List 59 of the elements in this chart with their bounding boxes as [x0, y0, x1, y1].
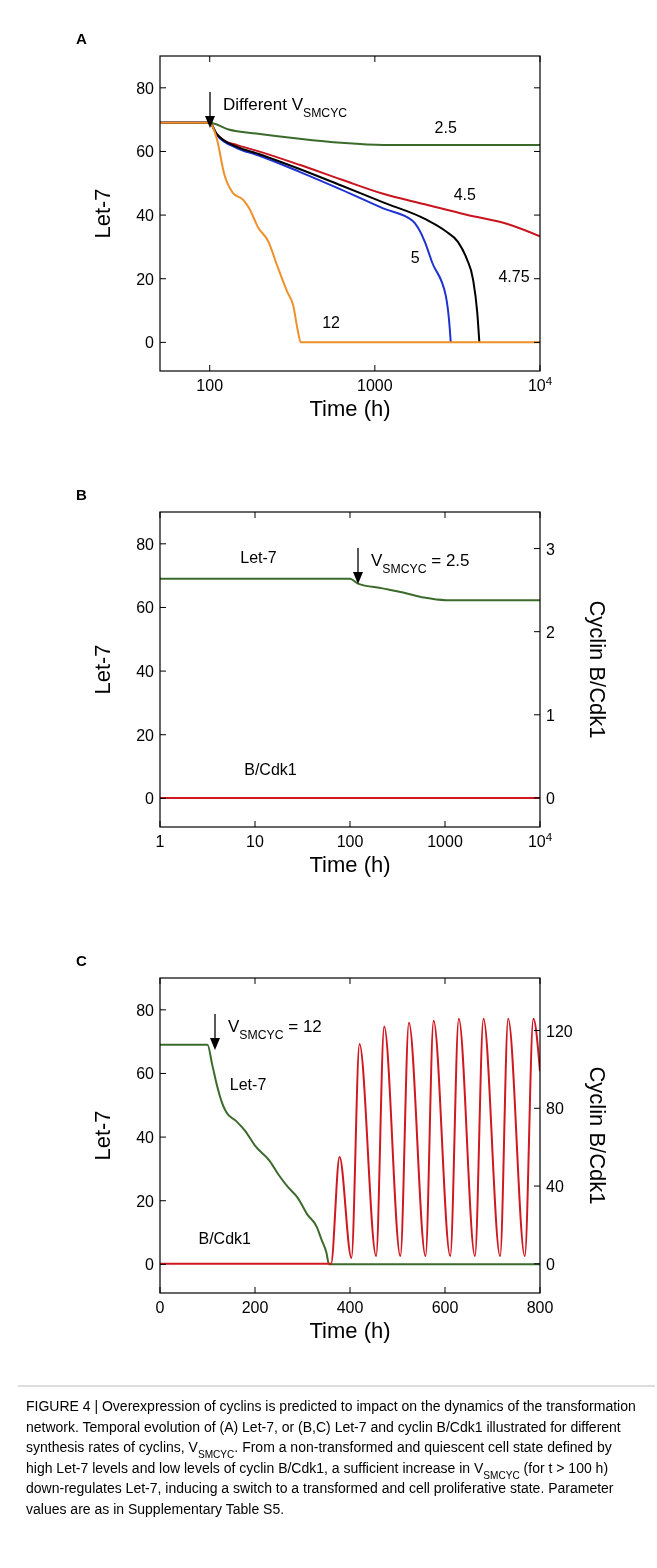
y2-axis-title: Cyclin B/Cdk1 — [585, 1066, 610, 1205]
series-label: Let-7 — [240, 549, 277, 567]
x-tick-label: 10 — [246, 833, 264, 850]
legend-label: 4.75 — [498, 268, 530, 286]
series-label: 4.5 — [453, 185, 476, 203]
y2-tick-label: 3 — [546, 540, 555, 558]
x-axis-title: Time (h) — [309, 1318, 391, 1343]
y-tick-label: 0 — [145, 1256, 155, 1274]
y-tick-label: 80 — [136, 535, 155, 553]
x-tick-label: 100 — [196, 377, 224, 394]
y2-tick-label: 2 — [546, 623, 555, 641]
series-label: B/Cdk1 — [244, 761, 297, 779]
y-tick-label: 20 — [136, 726, 155, 744]
y2-axis-title: Cyclin B/Cdk1 — [585, 600, 610, 739]
annotation: Different V$_{SMCYC}$ — [223, 95, 348, 120]
chart-title: C — [76, 952, 87, 969]
x-tick-label: 10$^{4}$ — [527, 831, 553, 850]
y-tick-label: 60 — [136, 599, 155, 617]
y-tick-label: 40 — [136, 663, 155, 681]
x-tick-label: 100 — [336, 833, 364, 850]
x-tick-label: 800 — [526, 1299, 554, 1316]
y-tick-label: 0 — [145, 334, 155, 352]
series-label: 5 — [410, 249, 420, 267]
y2-tick-label: 120 — [546, 1022, 573, 1040]
series-label: Let-7 — [229, 1075, 267, 1093]
text: FIGURE 4 | Overexpression of cyclins is predicted to impact on the dynamics of the transformation network. Temporal evolution of (A) Let-7, or (B,C) Let-7 and cyclin B/Cdk1 illustrated for different synthesis rates of cyclins, V$_{SMCYC}$. From a non-transformed and quiescent cell state defined by high Let-7 levels and low levels of cyclin B/Cdk1, a sufficient increase in V$_{SMCYC}$ (for t > 100 h) down-regulates Let-7, inducing a switch to a transformed and cell proliferative state. Parameter values are as in Supplementary Table S5. — [26, 1398, 636, 1517]
y-axis-title: Let-7 — [90, 1110, 115, 1161]
x-tick-label: 600 — [431, 1299, 459, 1316]
y-tick-label: 80 — [136, 1001, 155, 1019]
y-tick-label: 20 — [136, 1192, 155, 1210]
y2-tick-label: 0 — [546, 789, 555, 807]
y-tick-label: 40 — [136, 207, 155, 225]
y2-tick-label: 80 — [546, 1100, 564, 1118]
y-tick-label: 40 — [136, 1129, 155, 1147]
x-tick-label: 1000 — [357, 377, 393, 394]
series-label: 2.5 — [434, 118, 457, 136]
y-tick-label: 0 — [145, 790, 155, 808]
x-tick-label: 400 — [336, 1299, 364, 1316]
x-tick-label: 200 — [241, 1299, 269, 1316]
y-axis-title: Let-7 — [90, 188, 115, 239]
series-label: 12 — [322, 314, 341, 332]
y-tick-label: 20 — [136, 270, 155, 288]
x-axis-title: Time (h) — [309, 396, 391, 421]
y2-tick-label: 0 — [546, 1255, 555, 1273]
y2-tick-label: 40 — [546, 1178, 564, 1196]
x-tick-label: 1 — [155, 833, 165, 850]
y-tick-label: 60 — [136, 143, 155, 161]
series-label: B/Cdk1 — [198, 1230, 252, 1248]
annotation: V$_{SMCYC}$ = 2.5 — [371, 551, 470, 576]
chart-title: A — [76, 30, 87, 47]
y-tick-label: 60 — [136, 1065, 155, 1083]
x-tick-label: 10$^{4}$ — [527, 375, 553, 394]
chart-title: B — [76, 486, 87, 503]
x-tick-label: 1000 — [427, 833, 463, 850]
annotation: V$_{SMCYC}$ = 12 — [228, 1017, 322, 1042]
y2-tick-label: 1 — [546, 706, 555, 724]
x-axis-title: Time (h) — [309, 852, 391, 877]
y-tick-label: 80 — [136, 79, 155, 97]
y-axis-title: Let-7 — [90, 644, 115, 695]
